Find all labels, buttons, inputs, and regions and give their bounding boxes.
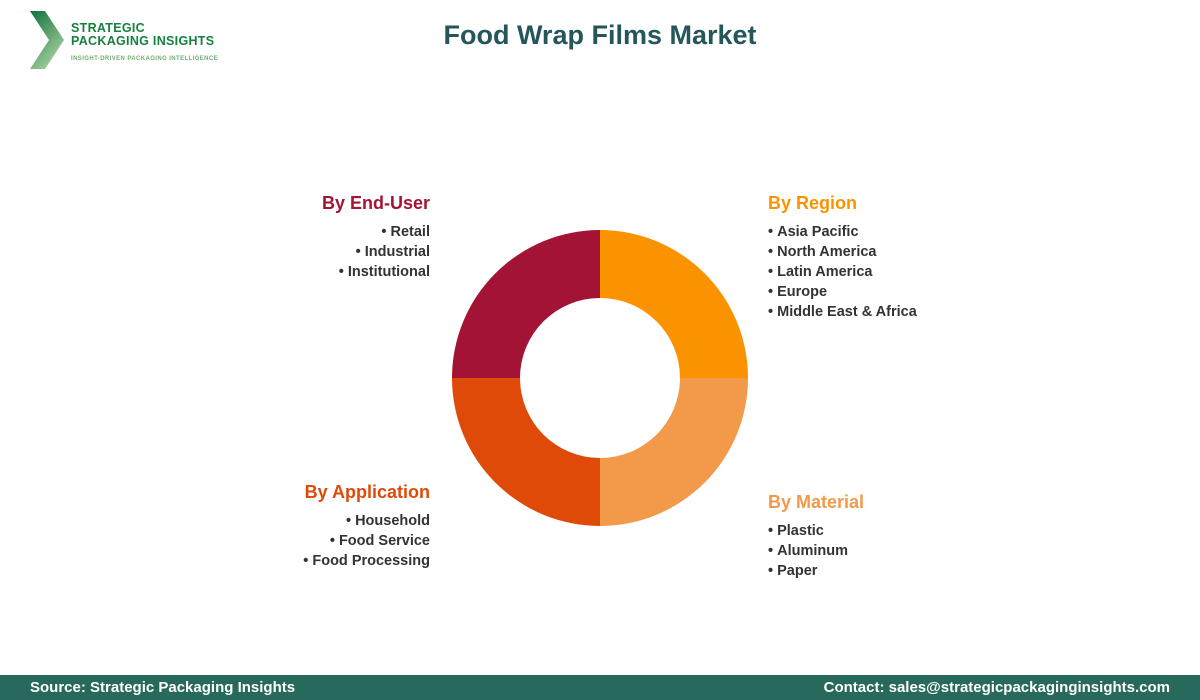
category-material: By Material PlasticAluminumPaper	[768, 492, 864, 581]
list-item: Europe	[768, 282, 917, 302]
footer-bar: Source: Strategic Packaging Insights Con…	[0, 675, 1200, 700]
category-heading-material: By Material	[768, 492, 865, 512]
list-item: Food Service	[303, 531, 430, 551]
donut-segment-by-region	[600, 230, 748, 378]
brand-logo: STRATEGIC PACKAGING INSIGHTS INSIGHT-DRI…	[30, 10, 218, 70]
list-item: Plastic	[768, 521, 864, 541]
list-item: North America	[768, 242, 917, 262]
brand-name-line1: STRATEGIC	[71, 21, 145, 35]
list-item: Institutional	[322, 262, 430, 282]
page-title: Food Wrap Films Market	[443, 20, 757, 50]
category-heading-region: By Region	[768, 193, 858, 213]
list-item: Industrial	[322, 242, 430, 262]
brand-text: STRATEGIC PACKAGING INSIGHTS INSIGHT-DRI…	[71, 10, 219, 63]
category-list-region: Asia PacificNorth AmericaLatin AmericaEu…	[768, 222, 917, 322]
category-list-end-user: RetailIndustrialInstitutional	[322, 222, 430, 282]
list-item: Household	[303, 511, 430, 531]
footer-source: Source: Strategic Packaging Insights	[30, 679, 296, 696]
category-list-application: HouseholdFood ServiceFood Processing	[303, 511, 430, 571]
list-item: Asia Pacific	[768, 222, 917, 242]
category-end-user: By End-User RetailIndustrialInstitutiona…	[322, 193, 430, 282]
brand-name-line2: PACKAGING INSIGHTS	[71, 34, 215, 48]
category-heading-application: By Application	[304, 482, 430, 502]
donut-segment-by-end-user	[452, 230, 600, 378]
list-item: Retail	[322, 222, 431, 242]
list-item: Latin America	[768, 262, 917, 282]
category-list-material: PlasticAluminumPaper	[768, 521, 864, 581]
category-heading-end-user: By End-User	[321, 193, 430, 213]
list-item: Middle East & Africa	[768, 302, 917, 322]
list-item: Food Processing	[303, 551, 430, 571]
list-item: Paper	[768, 561, 864, 581]
footer-contact: Contact: sales@strategicpackaginginsight…	[823, 679, 1170, 696]
donut-segment-by-application	[452, 378, 600, 526]
category-region: By Region Asia PacificNorth AmericaLatin…	[768, 193, 917, 322]
brand-tagline: INSIGHT-DRIVEN PACKAGING INTELLIGENCE	[71, 56, 219, 62]
brand-chevron-icon	[30, 11, 64, 69]
donut-segment-by-material	[600, 378, 748, 526]
list-item: Aluminum	[768, 541, 864, 561]
donut-chart	[452, 230, 748, 526]
category-application: By Application HouseholdFood ServiceFood…	[303, 482, 430, 571]
